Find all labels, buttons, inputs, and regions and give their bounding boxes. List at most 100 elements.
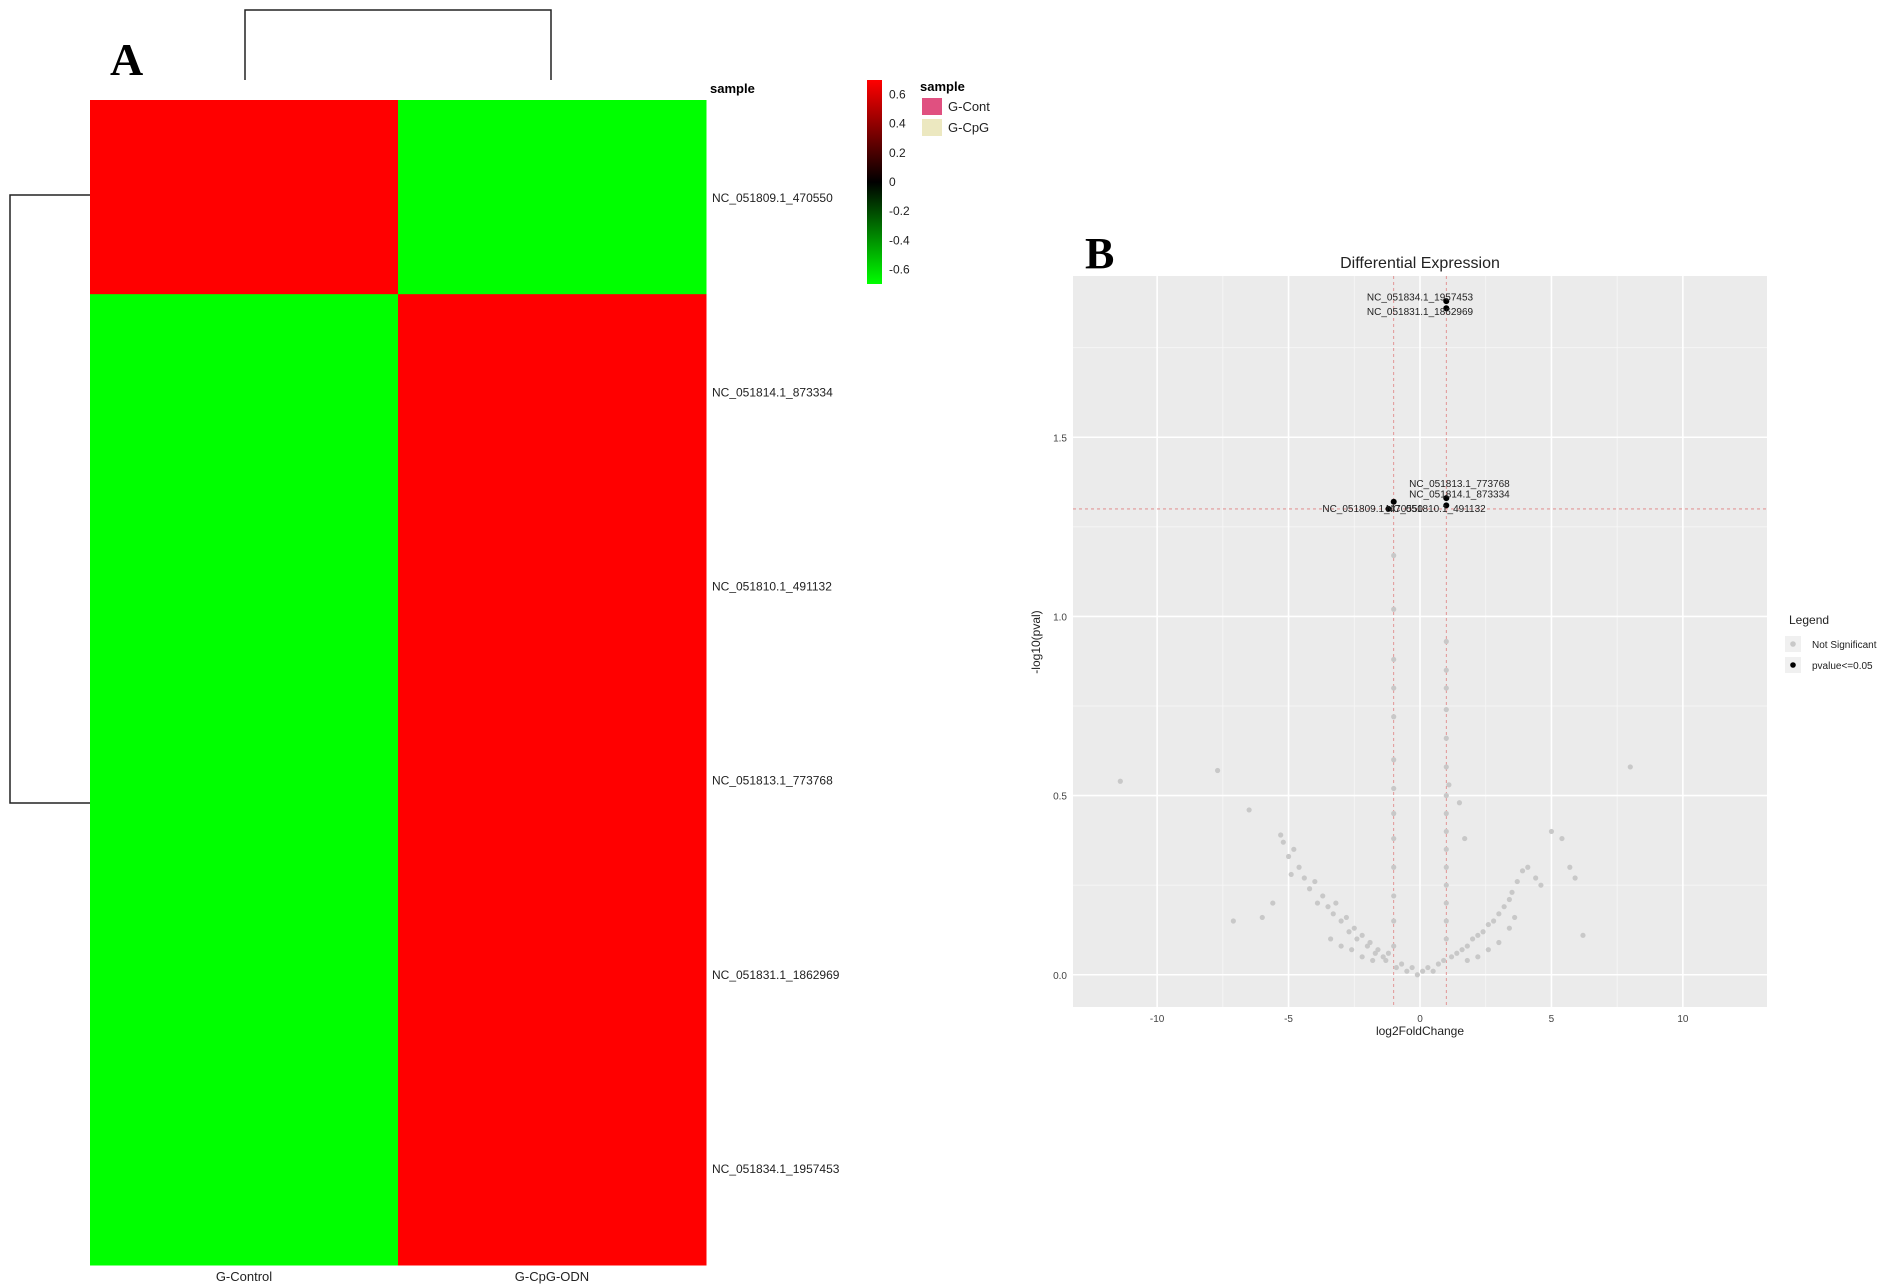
heatmap-column-labels: G-Control G-CpG-ODN <box>216 1269 589 1284</box>
scatter-point <box>1391 656 1397 663</box>
y-tick-labels: 0.0 0.5 1.0 1.5 <box>1053 433 1067 982</box>
scatter-point <box>1496 939 1502 946</box>
scatter-point <box>1280 839 1286 845</box>
panel-a-label: A <box>110 34 143 85</box>
scatter-point <box>1506 925 1512 931</box>
sample-legend: G-Cont G-CpG <box>922 98 990 136</box>
scatter-point <box>1314 900 1321 906</box>
scatter-point <box>1296 864 1302 870</box>
heatmap-cell <box>90 1070 399 1266</box>
scatter-point <box>1443 792 1449 799</box>
y-tick-label: 0.5 <box>1053 792 1067 803</box>
heatmap-row-label: NC_051813.1_773768 <box>712 774 833 788</box>
scatter-point <box>1393 964 1399 971</box>
scatter-point <box>1372 950 1378 956</box>
volcano-panel: B Differential Expression NC_051834.1_19… <box>1029 229 1877 1038</box>
scatter-point <box>1443 298 1450 305</box>
scatter-point <box>1443 936 1449 942</box>
heatmap-panel: A NC_051809.1_470550NC_051814.1_873334NC… <box>9 9 990 1284</box>
column-dendrogram <box>244 9 552 80</box>
scatter-point <box>1443 502 1450 509</box>
scatter-point <box>1385 950 1392 956</box>
scatter-point <box>1496 911 1502 917</box>
point-label: NC_051831.1_1862969 <box>1367 307 1474 318</box>
scatter-point <box>1435 961 1442 967</box>
scatter-point <box>1367 939 1373 946</box>
scatter-point <box>1443 864 1449 870</box>
scatter-point <box>1306 886 1313 892</box>
scatter-point <box>1475 954 1481 960</box>
scatter-point <box>1443 828 1449 835</box>
scatter-point <box>1533 875 1539 881</box>
scatter-point <box>1425 964 1431 971</box>
scatter-point <box>1259 914 1265 921</box>
sample-legend-label: G-Cont <box>948 99 990 114</box>
sample-legend-title: sample <box>920 79 965 94</box>
scatter-point <box>1370 957 1376 964</box>
scatter-point <box>1391 943 1397 949</box>
scatter-point <box>1391 835 1397 842</box>
scatter-point <box>1354 936 1360 942</box>
scatter-point <box>1443 882 1449 888</box>
scatter-point <box>1443 810 1449 817</box>
heatmap-cell <box>398 100 707 295</box>
scatter-point <box>1391 757 1397 763</box>
x-tick-label: 5 <box>1549 1014 1555 1025</box>
scatter-point <box>1464 943 1470 949</box>
scatter-point <box>1485 921 1491 928</box>
scatter-point <box>1291 846 1297 852</box>
y-tick-label: 0.0 <box>1053 971 1067 982</box>
heatmap-cell <box>90 100 399 295</box>
scatter-point <box>1443 667 1449 673</box>
colorbar-tick-label: 0.2 <box>889 146 906 160</box>
heatmap-cell <box>398 876 707 1072</box>
heatmap-cell <box>398 1070 707 1266</box>
scatter-point <box>1475 932 1481 938</box>
scatter-point <box>1480 929 1486 935</box>
heatmap-row-label: NC_051809.1_470550 <box>712 191 833 205</box>
scatter-point <box>1448 954 1455 960</box>
x-tick-label: -10 <box>1150 1014 1165 1025</box>
volcano-legend: Not Significant pvalue<=0.05 <box>1785 636 1877 673</box>
scatter-point <box>1512 914 1518 921</box>
volcano-title: Differential Expression <box>1340 255 1500 272</box>
heatmap-cell <box>398 488 707 683</box>
data-points <box>1117 298 1633 978</box>
scatter-point <box>1301 875 1307 881</box>
heatmap-cell <box>398 682 707 878</box>
scatter-point <box>1464 957 1470 964</box>
x-axis-label: log2FoldChange <box>1376 1024 1464 1038</box>
heatmap-column-label: G-Control <box>216 1269 272 1284</box>
scatter-point <box>1469 936 1476 942</box>
scatter-point <box>1117 778 1123 784</box>
scatter-point <box>1285 853 1292 860</box>
scatter-point <box>1391 893 1397 899</box>
point-label: NC_051813.1_773768 <box>1409 479 1510 490</box>
x-tick-label: 10 <box>1677 1014 1689 1025</box>
heatmap-cell <box>90 488 399 683</box>
scatter-point <box>1333 900 1339 906</box>
scatter-point <box>1443 735 1449 741</box>
x-tick-label: -5 <box>1284 1014 1293 1025</box>
volcano-legend-label: Not Significant <box>1812 640 1877 651</box>
heatmap-column-label: G-CpG-ODN <box>515 1269 589 1284</box>
volcano-legend-title: Legend <box>1789 613 1829 627</box>
point-label: NC_051810.1_491132 <box>1386 504 1486 515</box>
scatter-point <box>1525 864 1531 870</box>
scatter-point <box>1325 904 1331 910</box>
scatter-point <box>1338 943 1344 949</box>
scatter-point <box>1443 918 1449 924</box>
scatter-point <box>1559 835 1565 842</box>
scatter-point <box>1383 957 1389 964</box>
scatter-point <box>1509 889 1515 895</box>
scatter-point <box>1343 914 1349 921</box>
scatter-point <box>1391 785 1397 792</box>
scatter-point <box>1278 832 1284 838</box>
grid-lines <box>1073 276 1767 1007</box>
scatter-point <box>1548 828 1555 835</box>
scatter-point <box>1385 505 1392 512</box>
scatter-point <box>1398 961 1405 967</box>
scatter-point <box>1330 911 1336 917</box>
scatter-point <box>1391 714 1397 720</box>
